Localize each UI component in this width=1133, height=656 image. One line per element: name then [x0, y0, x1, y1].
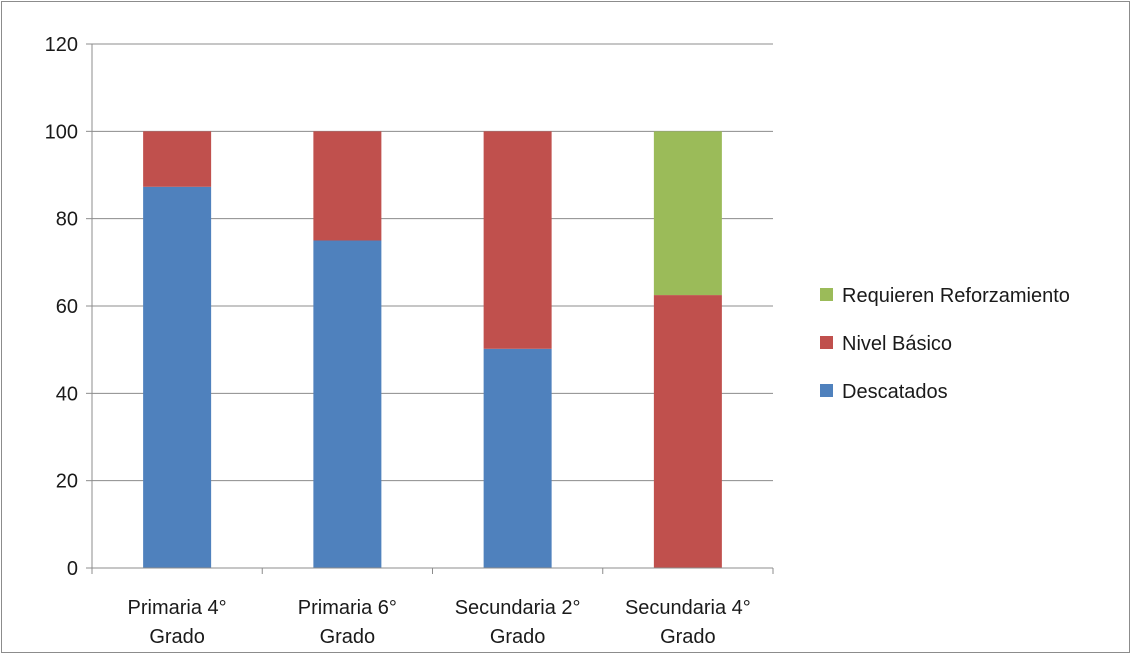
x-tick-label: Primaria 4° [128, 597, 227, 619]
x-tick-label: Secundaria 4° [625, 597, 751, 619]
bar-segment-descatados-0 [143, 186, 212, 569]
bar-segment-descatados-2 [483, 348, 552, 568]
legend-swatch [820, 384, 833, 397]
y-tick-label: 20 [56, 471, 78, 493]
bar-segment-nivel-b-sico-3 [653, 295, 722, 568]
bar-segment-requieren-reforzamiento-3 [653, 131, 722, 296]
y-tick-label: 60 [56, 296, 78, 318]
y-tick-label: 80 [56, 209, 78, 231]
x-tick-label: Grado [490, 626, 546, 648]
bar-segment-nivel-b-sico-2 [483, 131, 552, 349]
legend-label: Requieren Reforzamiento [842, 285, 1070, 307]
x-tick-label: Grado [660, 626, 716, 648]
x-tick-label: Primaria 6° [298, 597, 397, 619]
legend: Requieren Reforzamiento Nivel Básico Desca… [820, 285, 1070, 403]
x-tick-label: Grado [149, 626, 205, 648]
y-tick-label: 120 [45, 34, 78, 56]
legend-swatch [820, 336, 833, 349]
bar-segment-nivel-b-sico-1 [313, 131, 382, 241]
legend-swatch [820, 288, 833, 301]
bars [143, 131, 722, 569]
bar-segment-descatados-1 [313, 240, 382, 568]
legend-label: Nivel Básico [842, 333, 952, 355]
x-tick-label: Grado [320, 626, 376, 648]
axes: 0 20 40 60 80 100 120 Primaria 4° Grado Primaria … [45, 34, 774, 648]
y-tick-label: 40 [56, 383, 78, 405]
bar-segment-nivel-b-sico-0 [143, 131, 212, 187]
y-tick-label: 100 [45, 121, 78, 143]
legend-label: Descatados [842, 381, 948, 403]
x-tick-label: Secundaria 2° [455, 597, 581, 619]
y-tick-label: 0 [67, 558, 78, 580]
